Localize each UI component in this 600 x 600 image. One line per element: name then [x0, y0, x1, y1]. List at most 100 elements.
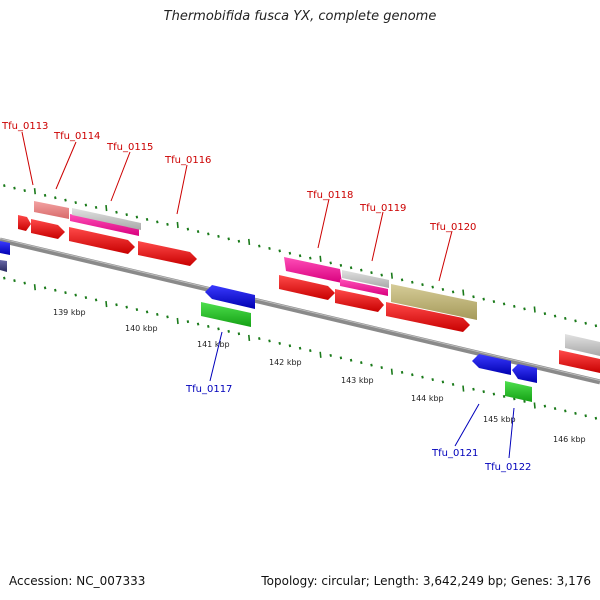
minor-tick: [370, 363, 373, 367]
major-tick: [319, 255, 322, 262]
major-tick: [105, 301, 108, 308]
minor-tick: [564, 409, 567, 413]
major-tick: [319, 351, 322, 358]
minor-tick: [472, 295, 475, 299]
minor-tick: [543, 404, 547, 408]
minor-tick: [421, 283, 424, 287]
gene-feature-forward[interactable]: [284, 257, 342, 283]
minor-tick: [451, 290, 455, 294]
gene-feature-forward[interactable]: [31, 219, 65, 239]
gene-feature-forward[interactable]: [386, 302, 470, 332]
major-tick: [33, 188, 36, 195]
minor-tick: [553, 407, 557, 411]
gene-label-tfu-0117[interactable]: Tfu_0117: [185, 384, 232, 395]
genome-backbone: [0, 237, 600, 385]
minor-tick: [584, 321, 587, 325]
gene-feature-reverse[interactable]: [512, 364, 537, 383]
minor-tick: [186, 227, 190, 231]
gene-label-tfu-0121[interactable]: Tfu_0121: [431, 448, 478, 459]
scale-label: 140 kbp: [125, 324, 158, 333]
minor-tick: [227, 237, 230, 241]
minor-tick: [43, 286, 47, 290]
minor-tick: [421, 375, 424, 379]
gene-feature-forward[interactable]: [279, 275, 335, 300]
minor-tick: [502, 302, 506, 306]
gene-feature-forward[interactable]: [138, 241, 197, 266]
gene-feature-forward[interactable]: [70, 214, 139, 236]
minor-tick: [329, 261, 332, 265]
gene-feature-reverse[interactable]: [205, 285, 255, 309]
minor-tick: [207, 232, 210, 236]
minor-tick: [400, 278, 404, 282]
label-leader-line: [55, 141, 77, 190]
label-leader-line: [21, 131, 34, 186]
gene-feature-forward[interactable]: [559, 350, 600, 373]
minor-tick: [298, 254, 302, 258]
scale-label: 144 kbp: [411, 394, 444, 403]
minor-tick: [115, 210, 118, 214]
gene-label-tfu-0119[interactable]: Tfu_0119: [359, 203, 406, 214]
minor-tick: [298, 346, 302, 350]
minor-tick: [145, 217, 149, 221]
minor-tick: [196, 322, 200, 326]
minor-tick: [472, 387, 475, 391]
label-leader-line: [209, 331, 223, 382]
major-tick: [176, 317, 179, 325]
label-leader-line: [110, 151, 131, 202]
minor-tick: [258, 337, 261, 341]
lower-tick-row: [3, 276, 598, 420]
minor-tick: [349, 266, 353, 270]
gene-feature-forward[interactable]: [34, 201, 69, 219]
gene-feature-forward[interactable]: [391, 284, 477, 320]
scale-label: 141 kbp: [197, 340, 230, 349]
gene-label-tfu-0114[interactable]: Tfu_0114: [53, 131, 100, 142]
major-tick: [33, 284, 36, 291]
gene-feature-forward[interactable]: [342, 270, 389, 288]
gene-feature-forward[interactable]: [340, 279, 388, 296]
genome-summary-text: Topology: circular; Length: 3,642,249 bp…: [261, 574, 591, 588]
gene-label-tfu-0115[interactable]: Tfu_0115: [106, 142, 153, 153]
minor-tick: [309, 256, 312, 260]
minor-tick: [94, 205, 98, 209]
minor-tick: [125, 305, 128, 309]
minor-tick: [451, 382, 455, 386]
gene-feature-reverse[interactable]: [0, 241, 10, 255]
minor-tick: [431, 285, 434, 289]
minor-tick: [288, 251, 292, 255]
upper-tick-row: [3, 184, 598, 328]
gene-feature-forward[interactable]: [18, 215, 31, 231]
label-leader-line: [508, 407, 515, 459]
minor-tick: [74, 201, 77, 205]
minor-tick: [156, 312, 159, 316]
minor-tick: [268, 339, 271, 343]
gene-label-tfu-0118[interactable]: Tfu_0118: [306, 190, 353, 201]
minor-tick: [278, 341, 281, 345]
label-leader-line: [454, 403, 480, 447]
gene-feature-reverse[interactable]: [472, 354, 511, 375]
major-tick: [390, 272, 393, 279]
gene-feature-forward[interactable]: [69, 227, 135, 254]
gene-feature-reverse[interactable]: [201, 302, 251, 327]
minor-tick: [309, 349, 312, 353]
minor-tick: [156, 220, 159, 224]
minor-tick: [411, 280, 414, 284]
minor-tick: [339, 356, 343, 360]
minor-tick: [349, 358, 353, 362]
gene-label-tfu-0120[interactable]: Tfu_0120: [429, 222, 476, 233]
minor-tick: [523, 399, 526, 403]
minor-tick: [74, 293, 77, 297]
gene-label-tfu-0122[interactable]: Tfu_0122: [484, 462, 531, 473]
gene-feature-forward[interactable]: [335, 289, 384, 312]
minor-tick: [380, 366, 383, 370]
minor-tick: [513, 304, 516, 308]
minor-tick: [400, 370, 404, 374]
minor-tick: [543, 312, 547, 316]
gene-feature-reverse[interactable]: [0, 260, 7, 272]
minor-tick: [217, 327, 220, 331]
gene-label-tfu-0113[interactable]: Tfu_0113: [1, 121, 48, 132]
gene-feature-reverse[interactable]: [505, 381, 532, 402]
gene-feature-forward[interactable]: [72, 208, 141, 230]
gene-feature-forward[interactable]: [565, 334, 600, 356]
gene-label-tfu-0116[interactable]: Tfu_0116: [164, 155, 211, 166]
